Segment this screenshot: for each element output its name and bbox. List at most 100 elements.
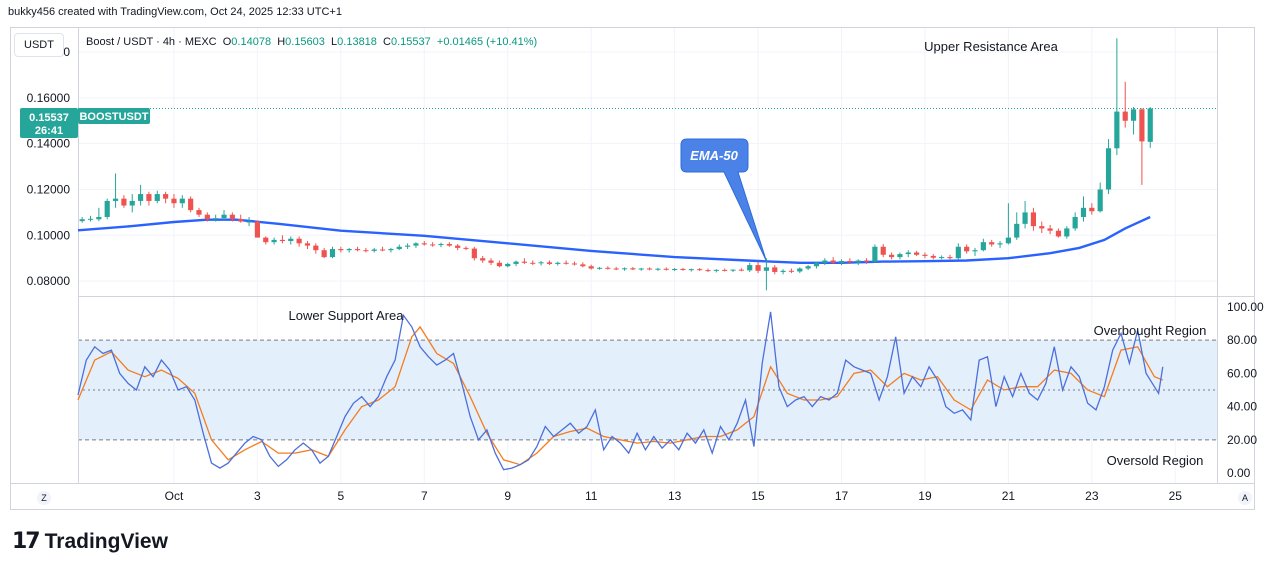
candle-body [888, 254, 895, 258]
candle-body [179, 198, 185, 204]
candle [79, 216, 85, 223]
candle [1055, 228, 1062, 238]
tradingview-logo[interactable]: 17 TradingView [12, 529, 168, 554]
candle [672, 268, 678, 272]
candle-body [813, 262, 820, 267]
candle [321, 247, 327, 259]
candle [413, 242, 419, 248]
candle-body [188, 198, 194, 211]
candle [137, 184, 144, 206]
candle [747, 262, 753, 272]
candle [1072, 212, 1078, 231]
candle-body [1005, 237, 1011, 244]
chart-frame [10, 27, 1255, 510]
candle [955, 243, 961, 260]
time-tick-label: 21 [1002, 489, 1016, 503]
candle-body [271, 239, 277, 243]
candle-body [638, 268, 644, 270]
candle-body [204, 214, 210, 220]
candle-body [688, 269, 694, 271]
candle [446, 242, 452, 247]
candle [154, 190, 160, 204]
candle [980, 238, 986, 252]
candle [905, 250, 911, 258]
candle-body [580, 264, 586, 267]
candle [1139, 108, 1145, 185]
auto-scale-button[interactable]: A [1238, 491, 1252, 505]
symbol-legend[interactable]: Boost / USDT · 4h · MEXC O0.14078 H0.156… [86, 36, 537, 48]
candle [930, 254, 936, 260]
candle [188, 196, 194, 213]
time-tick-label: 9 [504, 489, 511, 503]
candle [788, 268, 795, 274]
candle [87, 215, 94, 222]
candle-body [905, 252, 911, 255]
candle-body [254, 221, 260, 238]
candle-body [1089, 207, 1095, 212]
candle-body [722, 269, 728, 271]
candle-body [438, 244, 444, 246]
price-axis-labels: 0.180000.160000.140000.120000.100000.080… [27, 45, 71, 288]
candle-body [571, 263, 578, 265]
candle [338, 246, 344, 253]
time-tick-label: 7 [421, 489, 428, 503]
candle-body [338, 249, 344, 251]
candle-body [705, 270, 711, 272]
legend-close: 0.15537 [391, 36, 431, 48]
candle-body [321, 250, 327, 258]
candle [430, 242, 436, 247]
time-tick-label: 23 [1085, 489, 1099, 503]
candle-body [296, 238, 302, 244]
candle [997, 241, 1003, 248]
candle [513, 260, 519, 267]
candle-body [939, 257, 945, 259]
candle-body [538, 262, 544, 264]
candle [863, 258, 870, 264]
legend-high: 0.15603 [285, 36, 325, 48]
candle [438, 242, 444, 248]
timezone-button[interactable]: Z [37, 491, 51, 505]
candle-body [797, 268, 803, 272]
ema-50-callout[interactable]: EMA-50 [680, 138, 767, 262]
currency-button[interactable]: USDT [14, 33, 64, 57]
candle [872, 244, 878, 263]
candle [805, 265, 811, 271]
candle [246, 216, 252, 227]
candle-body [680, 268, 686, 270]
candle-body [546, 262, 553, 264]
candle [455, 244, 461, 251]
last-price-value: 0.15537 [29, 112, 69, 124]
time-tick-label: 15 [751, 489, 765, 503]
time-tick-label: 13 [668, 489, 682, 503]
chart-attribution: bukky456 created with TradingView.com, O… [8, 6, 342, 18]
candle [972, 247, 978, 256]
candle [221, 210, 227, 221]
candle-body [279, 239, 286, 242]
candle [588, 264, 594, 270]
last-price-tag: 0.15537 26:41 [20, 108, 78, 138]
time-tick-label: Oct [165, 489, 184, 503]
candle [363, 247, 369, 253]
candle-body [288, 238, 294, 242]
candle-body [137, 194, 144, 201]
candle-body [997, 243, 1003, 245]
candle [288, 236, 294, 245]
symbol-tag-box [78, 108, 150, 124]
rsi-ma-line [77, 325, 1164, 466]
candle-body [1039, 226, 1045, 229]
candle [722, 268, 728, 272]
legend-close-label: C [383, 36, 391, 48]
candle [755, 261, 761, 274]
candle-body [1047, 228, 1053, 231]
candle-body [530, 262, 536, 264]
candle-body [221, 214, 227, 219]
rsi-tick-label: 100.00 [1227, 300, 1264, 314]
legend-low-label: L [331, 36, 338, 48]
candle-body [747, 265, 753, 271]
candle-body [613, 268, 619, 270]
candle [596, 266, 603, 270]
candle [688, 268, 694, 272]
candle [638, 267, 644, 271]
candle [897, 252, 903, 260]
